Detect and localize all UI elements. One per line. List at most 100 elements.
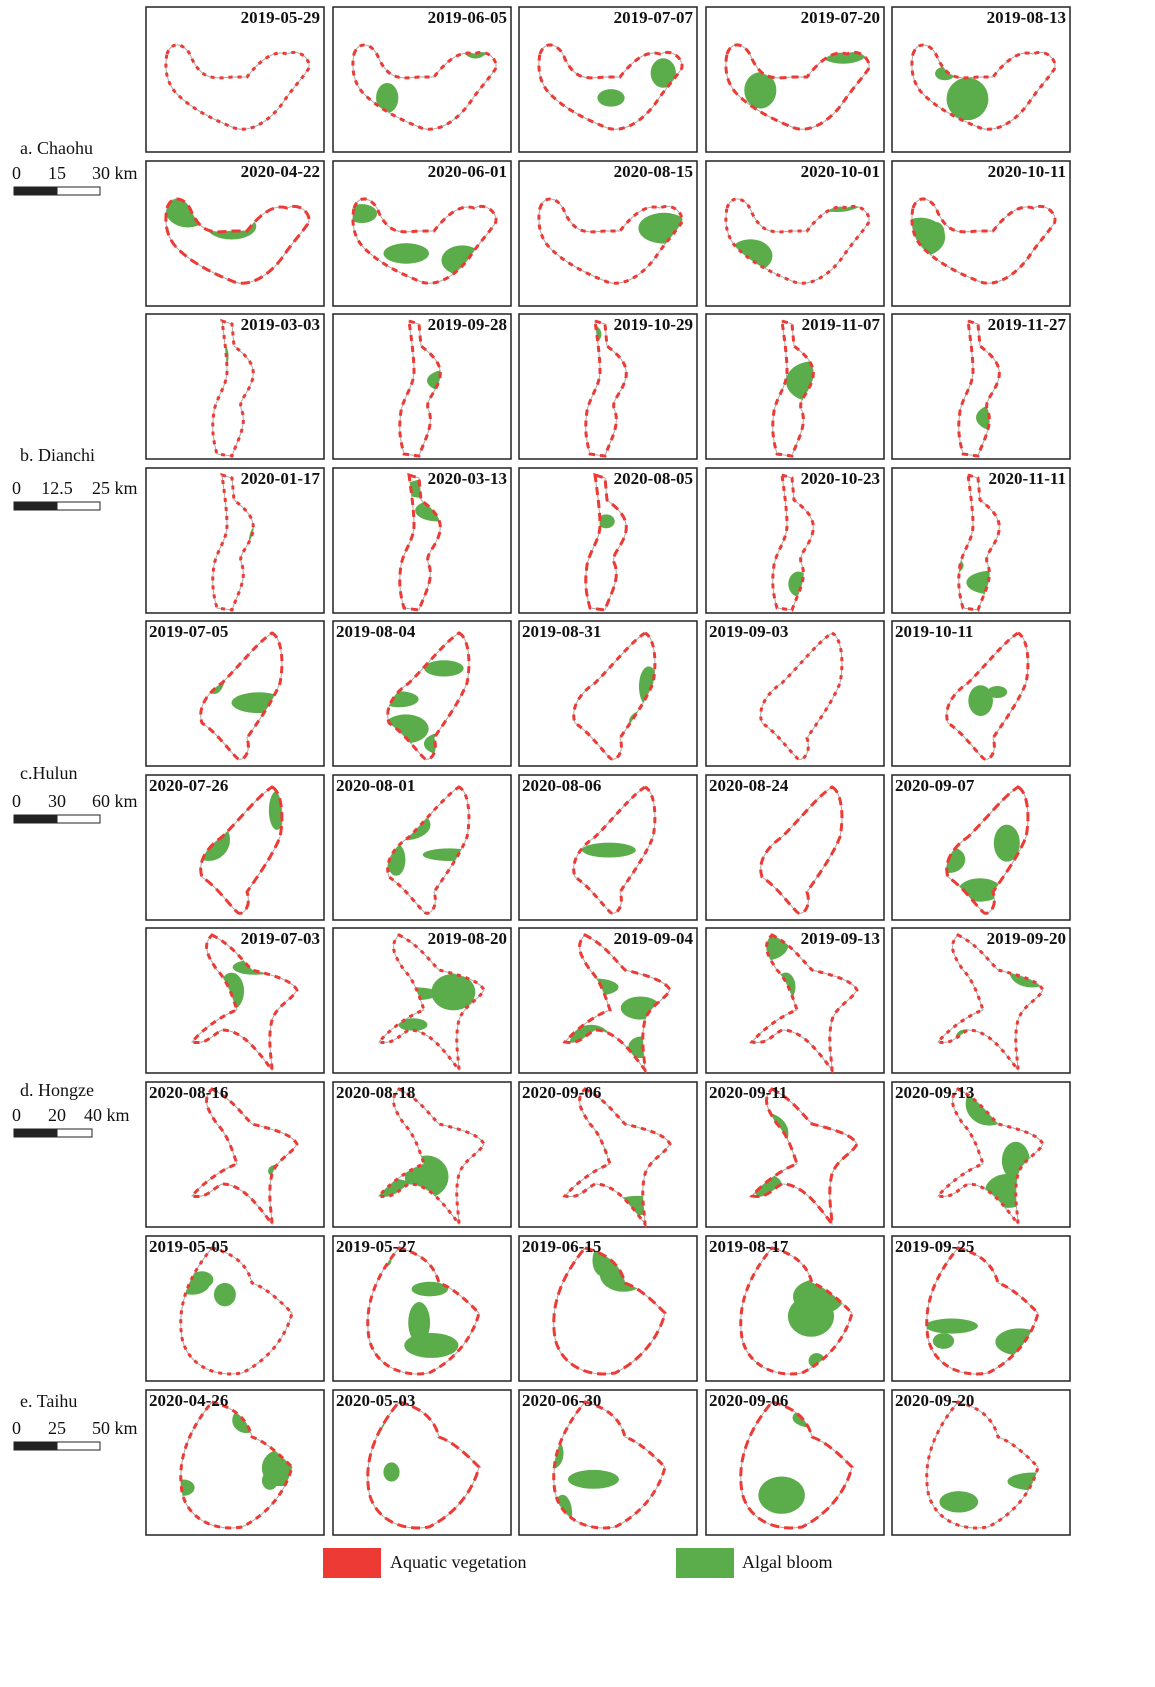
page: {"lakes": [ {"name": "a. Chaohu", "scale… — [0, 0, 1155, 1687]
bloom-patch — [597, 89, 624, 106]
lake-name: c.Hulun — [20, 763, 78, 783]
map-panel: 2020-08-06 — [519, 775, 697, 920]
date-label: 2019-06-05 — [428, 8, 507, 27]
bloom-patch — [383, 1462, 399, 1481]
scale-label: 50 km — [92, 1418, 138, 1438]
bloom-patch — [933, 1333, 954, 1349]
bloom-patch — [987, 686, 1007, 698]
date-label: 2019-05-05 — [149, 1237, 228, 1256]
date-label: 2019-09-20 — [987, 929, 1066, 948]
map-panel: 2019-08-17 — [706, 1236, 884, 1381]
figure: Aquatic vegetation Algal bloom a. Chaohu… — [0, 0, 1155, 1687]
map-panel: 2019-08-13 — [892, 7, 1070, 152]
scale-bar-black — [14, 1129, 57, 1137]
map-panel: 2020-09-06 — [519, 1082, 697, 1227]
scale-label: 20 — [48, 1105, 66, 1125]
map-panel: 2019-03-03 — [146, 314, 324, 459]
bloom-patch — [758, 1476, 805, 1513]
scale-label: 15 — [48, 163, 66, 183]
date-label: 2020-03-13 — [428, 469, 507, 488]
date-label: 2019-09-03 — [709, 622, 788, 641]
map-panel: 2020-10-01 — [706, 161, 884, 306]
map-panel: 2019-09-28 — [333, 314, 511, 459]
bloom-patch — [939, 1491, 978, 1512]
map-panel: 2019-09-04 — [519, 928, 697, 1073]
map-panel: 2019-06-05 — [333, 7, 511, 152]
date-label: 2020-10-11 — [988, 162, 1066, 181]
map-panel: 2019-11-07 — [706, 314, 884, 459]
date-label: 2019-09-28 — [428, 315, 507, 334]
map-panel: 2019-10-29 — [519, 314, 697, 459]
map-panel: 2019-09-13 — [706, 928, 884, 1073]
bloom-patch — [925, 1318, 978, 1333]
legend-swatch-bloom — [676, 1548, 734, 1578]
date-label: 2019-09-04 — [614, 929, 694, 948]
date-label: 2020-05-03 — [336, 1391, 415, 1410]
date-label: 2020-08-16 — [149, 1083, 228, 1102]
date-label: 2019-08-04 — [336, 622, 416, 641]
map-panel: 2020-08-05 — [519, 468, 697, 613]
map-panel: 2020-11-11 — [892, 468, 1070, 613]
scale-label: 25 — [48, 1418, 66, 1438]
scale-label: 0 — [12, 1105, 21, 1125]
lake-name: a. Chaohu — [20, 138, 93, 158]
scale-bar-white — [57, 1129, 92, 1137]
map-panel: 2020-05-03 — [333, 1390, 511, 1535]
date-label: 2019-06-15 — [522, 1237, 601, 1256]
date-label: 2019-08-13 — [987, 8, 1066, 27]
date-label: 2019-07-20 — [801, 8, 880, 27]
scale-bar-black — [14, 1442, 57, 1450]
map-panel: 2020-10-11 — [892, 161, 1070, 306]
date-label: 2020-09-06 — [709, 1391, 788, 1410]
map-panel: 2020-09-13 — [892, 1082, 1070, 1227]
date-label: 2020-09-06 — [522, 1083, 601, 1102]
map-panel: 2019-07-03 — [146, 928, 324, 1073]
scale-bar-black — [14, 815, 57, 823]
map-panel: 2020-06-01 — [333, 161, 511, 306]
bloom-patch — [408, 1302, 430, 1343]
map-panel: 2020-04-26 — [146, 1390, 324, 1535]
map-panel: 2019-07-20 — [706, 7, 884, 152]
legend-label: Algal bloom — [742, 1552, 833, 1572]
date-label: 2019-10-11 — [895, 622, 973, 641]
scale-label: 0 — [12, 478, 21, 498]
date-label: 2020-08-18 — [336, 1083, 415, 1102]
date-label: 2020-09-20 — [895, 1391, 974, 1410]
date-label: 2020-08-06 — [522, 776, 601, 795]
map-panel: 2020-08-01 — [333, 775, 511, 920]
date-label: 2020-09-13 — [895, 1083, 974, 1102]
legend-label: Aquatic vegetation — [390, 1552, 526, 1572]
bloom-patch — [926, 222, 944, 243]
map-panel: 2019-09-20 — [892, 928, 1070, 1073]
date-label: 2019-08-20 — [428, 929, 507, 948]
map-panel: 2019-07-07 — [519, 7, 697, 152]
date-label: 2019-05-27 — [336, 1237, 416, 1256]
date-label: 2020-08-15 — [614, 162, 693, 181]
map-panel: 2020-09-06 — [706, 1390, 884, 1535]
scale-label: 30 — [48, 791, 66, 811]
map-panel: 2019-05-29 — [146, 7, 324, 152]
date-label: 2019-11-27 — [988, 315, 1067, 334]
map-panel: 2020-06-30 — [519, 1390, 697, 1535]
scale-label: 0 — [12, 1418, 21, 1438]
scale-bar-black — [14, 502, 57, 510]
map-panel: 2019-10-11 — [892, 621, 1070, 766]
date-label: 2019-03-03 — [241, 315, 320, 334]
date-label: 2020-07-26 — [149, 776, 228, 795]
date-label: 2020-10-01 — [801, 162, 880, 181]
bloom-patch — [582, 843, 636, 858]
map-panel: 2020-07-26 — [146, 775, 324, 920]
scale-label: 60 km — [92, 791, 138, 811]
date-label: 2020-10-23 — [801, 469, 880, 488]
bloom-patch — [424, 660, 463, 676]
date-label: 2020-11-11 — [989, 469, 1066, 488]
map-panel: 2019-07-05 — [146, 621, 324, 766]
scale-bar-white — [57, 1442, 100, 1450]
scale-bar-white — [57, 187, 100, 195]
map-panel: 2019-11-27 — [892, 314, 1070, 459]
map-panel: 2020-01-17 — [146, 468, 324, 613]
map-panel: 2019-08-04 — [333, 621, 511, 766]
map-panel: 2019-09-25 — [892, 1236, 1070, 1381]
date-label: 2020-08-01 — [336, 776, 415, 795]
scale-label: 0 — [12, 791, 21, 811]
